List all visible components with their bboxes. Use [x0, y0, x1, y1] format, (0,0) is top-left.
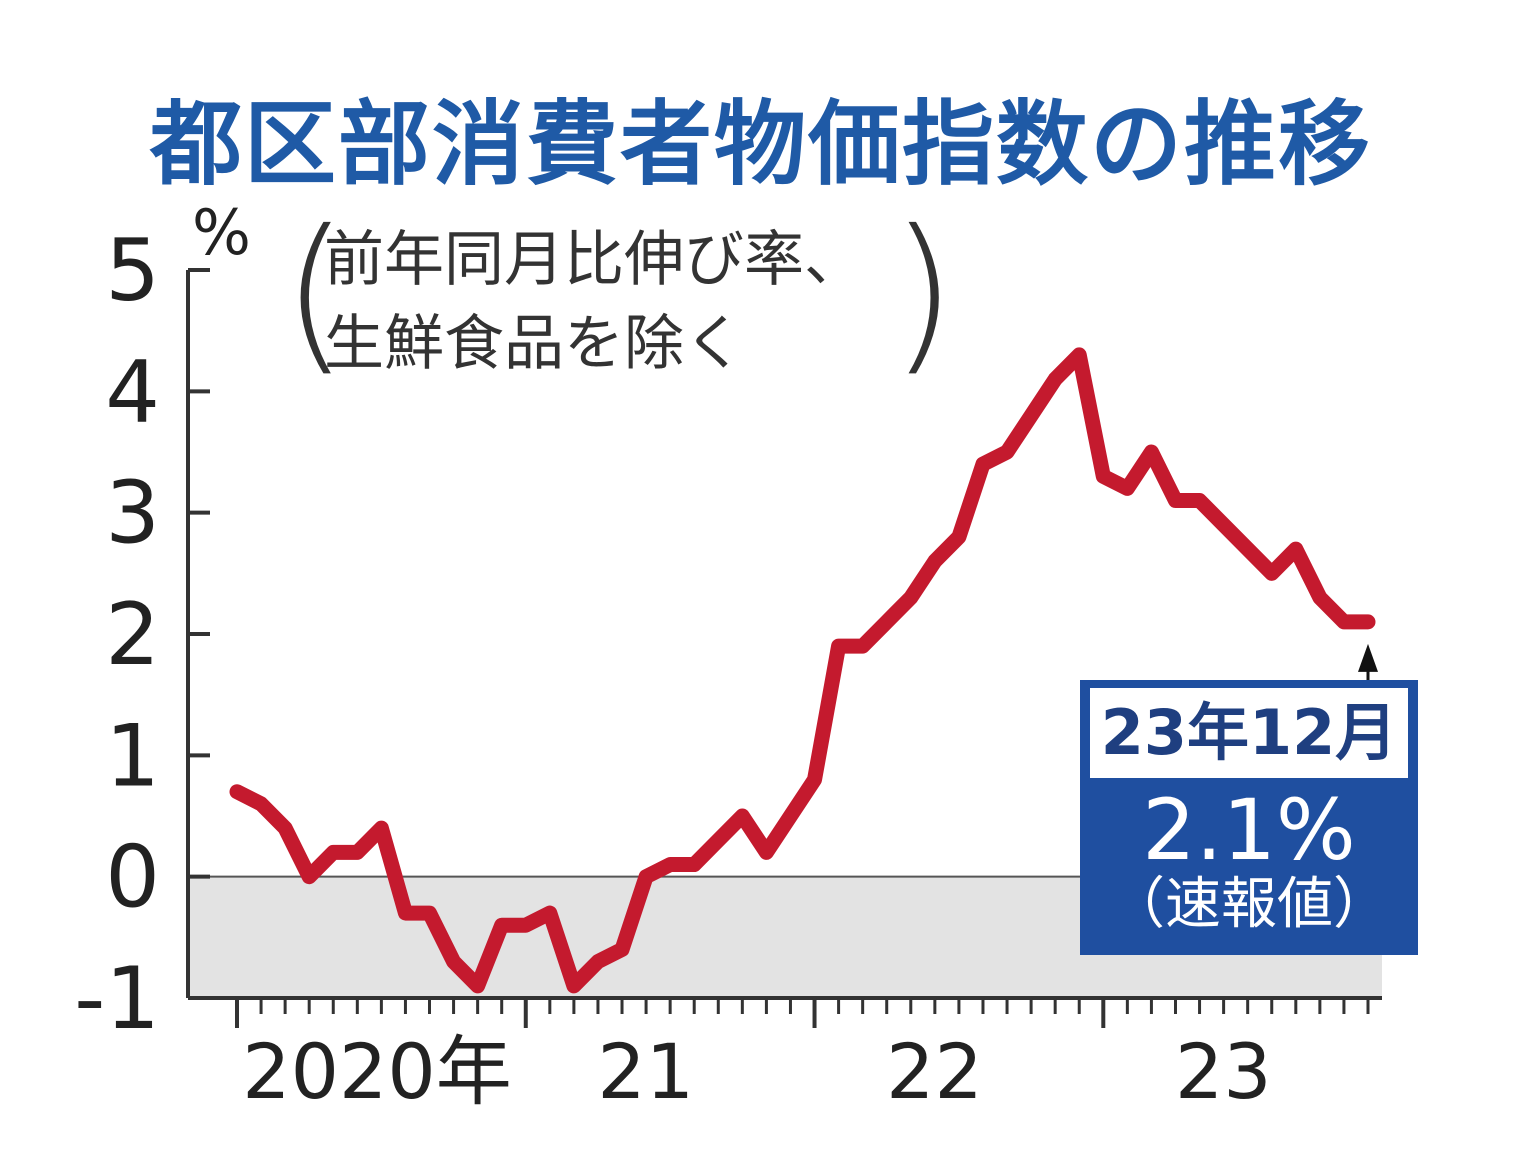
latest-value-callout: 23年12月 2.1% （速報値）	[1080, 680, 1418, 955]
x-tick-label: 22	[886, 1027, 983, 1116]
callout-note: （速報値）	[1109, 872, 1389, 937]
chart-note: ( 前年同月比伸び率、 生鮮食品を除く )	[282, 194, 957, 392]
y-tick-label: 4	[105, 342, 160, 442]
x-tick-label: 21	[597, 1027, 694, 1116]
series-line	[229, 347, 1376, 994]
x-tick-label: 23	[1175, 1027, 1272, 1116]
note-line-1: 前年同月比伸び率、	[324, 225, 864, 295]
y-tick-label: -1	[74, 949, 160, 1049]
y-axis-unit: %	[192, 196, 251, 269]
x-tick-label: 2020年	[242, 1027, 511, 1116]
callout-date: 23年12月	[1090, 688, 1408, 778]
note-line-2: 生鮮食品を除く	[324, 309, 744, 379]
annotation-pointer	[1358, 643, 1378, 672]
y-tick-label: 0	[105, 828, 160, 928]
y-tick-label: 5	[105, 221, 160, 321]
y-tick-label: 3	[105, 464, 160, 564]
y-tick-label: 1	[105, 706, 160, 806]
callout-value: 2.1%	[1142, 781, 1356, 879]
y-tick-label: 2	[105, 585, 160, 685]
chart-title: 都区部消費者物価指数の推移	[149, 91, 1372, 198]
